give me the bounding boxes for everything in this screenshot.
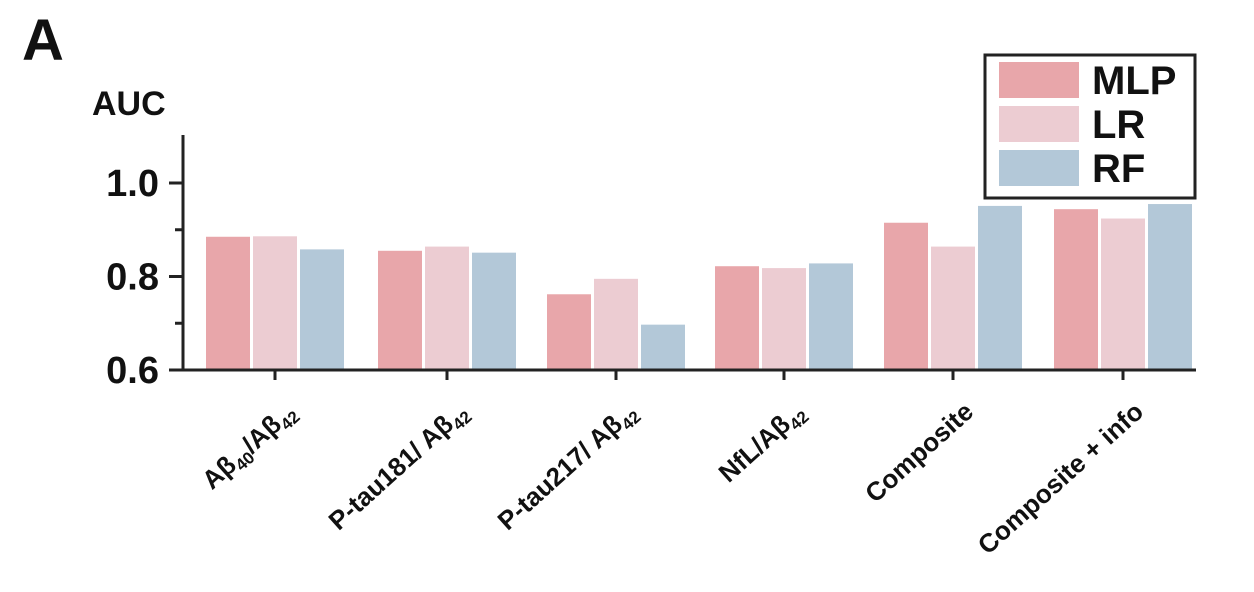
legend-swatch-rf: [999, 150, 1079, 186]
bar-mlp-4: [884, 222, 928, 370]
x-tick-label-3: NfL/Aβ42: [713, 396, 813, 491]
bars-group: [206, 204, 1192, 370]
y-tick-label-0.8: 0.8: [106, 257, 159, 299]
bar-rf-0: [300, 249, 344, 370]
bar-rf-2: [641, 324, 685, 370]
x-tick-label-5: Composite + info: [972, 396, 1149, 560]
x-tick-label-4: Composite: [859, 396, 979, 508]
legend-swatch-mlp: [999, 62, 1079, 98]
legend-label-rf: RF: [1092, 147, 1145, 191]
legend-label-mlp: MLP: [1092, 59, 1176, 103]
bar-rf-1: [472, 252, 516, 370]
bar-mlp-5: [1054, 209, 1098, 370]
x-tick-label-1: P-tau181/ Aβ42: [323, 396, 476, 539]
y-ticks-group: 0.6 0.8 1.0: [106, 163, 183, 392]
x-tick-label-2: P-tau217/ Aβ42: [492, 396, 645, 539]
bar-mlp-3: [715, 266, 759, 370]
y-tick-label-1.0: 1.0: [106, 163, 159, 205]
y-tick-label-0.6: 0.6: [106, 350, 159, 392]
bar-lr-2: [594, 278, 638, 370]
bar-mlp-1: [378, 250, 422, 370]
bar-mlp-2: [547, 294, 591, 370]
bar-lr-3: [762, 268, 806, 370]
panel-label: A: [22, 8, 64, 73]
legend-label-lr: LR: [1092, 103, 1145, 147]
x-labels-group: Aβ40/Aβ42 P-tau181/ Aβ42 P-tau217/ Aβ42 NfL…: [196, 396, 1149, 560]
bar-rf-3: [809, 263, 853, 370]
axes-group: [181, 135, 1196, 380]
bar-lr-1: [425, 246, 469, 370]
bar-rf-5: [1148, 204, 1192, 370]
y-axis-title: AUC: [92, 85, 166, 123]
bar-mlp-0: [206, 236, 250, 370]
bar-lr-4: [931, 246, 975, 370]
bar-lr-5: [1101, 218, 1145, 370]
bar-rf-4: [978, 205, 1022, 370]
bar-lr-0: [253, 236, 297, 370]
x-tick-label-0: Aβ40/Aβ42: [196, 396, 304, 498]
legend-swatch-lr: [999, 106, 1079, 142]
